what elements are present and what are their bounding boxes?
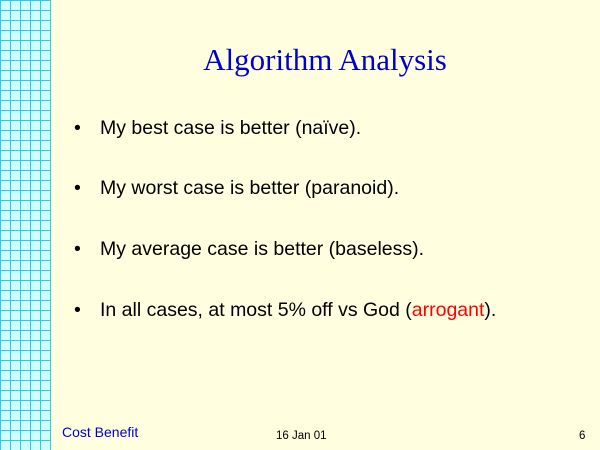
- bullet-dot-icon: •: [74, 177, 81, 199]
- bullet-dot-icon: •: [74, 299, 81, 321]
- bullet-item: • My worst case is better (paranoid).: [74, 177, 399, 200]
- bullet-text: My average case is better (baseless).: [100, 238, 425, 260]
- bullet-text-before: In all cases, at most 5% off vs God (: [100, 299, 412, 321]
- bullet-text-after: ).: [484, 299, 497, 321]
- bullet-item: • In all cases, at most 5% off vs God (ar…: [74, 299, 496, 322]
- slide-title: Algorithm Analysis: [203, 42, 447, 77]
- bullet-item: • My average case is better (baseless).: [74, 238, 424, 261]
- page-number: 6: [579, 430, 586, 442]
- bullet-item: • My best case is better (naïve).: [74, 117, 361, 140]
- decorative-grid-strip: [0, 0, 51, 450]
- bullet-text: My best case is better (naïve).: [100, 117, 362, 139]
- footer-date: 16 Jan 01: [276, 430, 327, 442]
- bullet-dot-icon: •: [74, 238, 81, 260]
- footer-title: Cost Benefit: [62, 424, 139, 440]
- bullet-dot-icon: •: [74, 117, 81, 139]
- highlight-word: arrogant: [411, 299, 485, 321]
- bullet-text: My worst case is better (paranoid).: [100, 177, 400, 199]
